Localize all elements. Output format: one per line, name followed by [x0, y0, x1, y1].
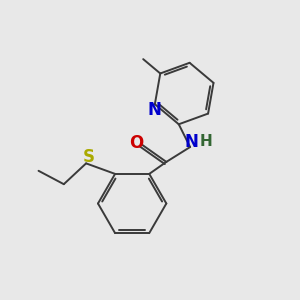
- Text: S: S: [83, 148, 95, 166]
- Text: N: N: [147, 100, 161, 118]
- Text: N: N: [185, 133, 199, 151]
- Text: H: H: [199, 134, 212, 149]
- Text: O: O: [130, 134, 144, 152]
